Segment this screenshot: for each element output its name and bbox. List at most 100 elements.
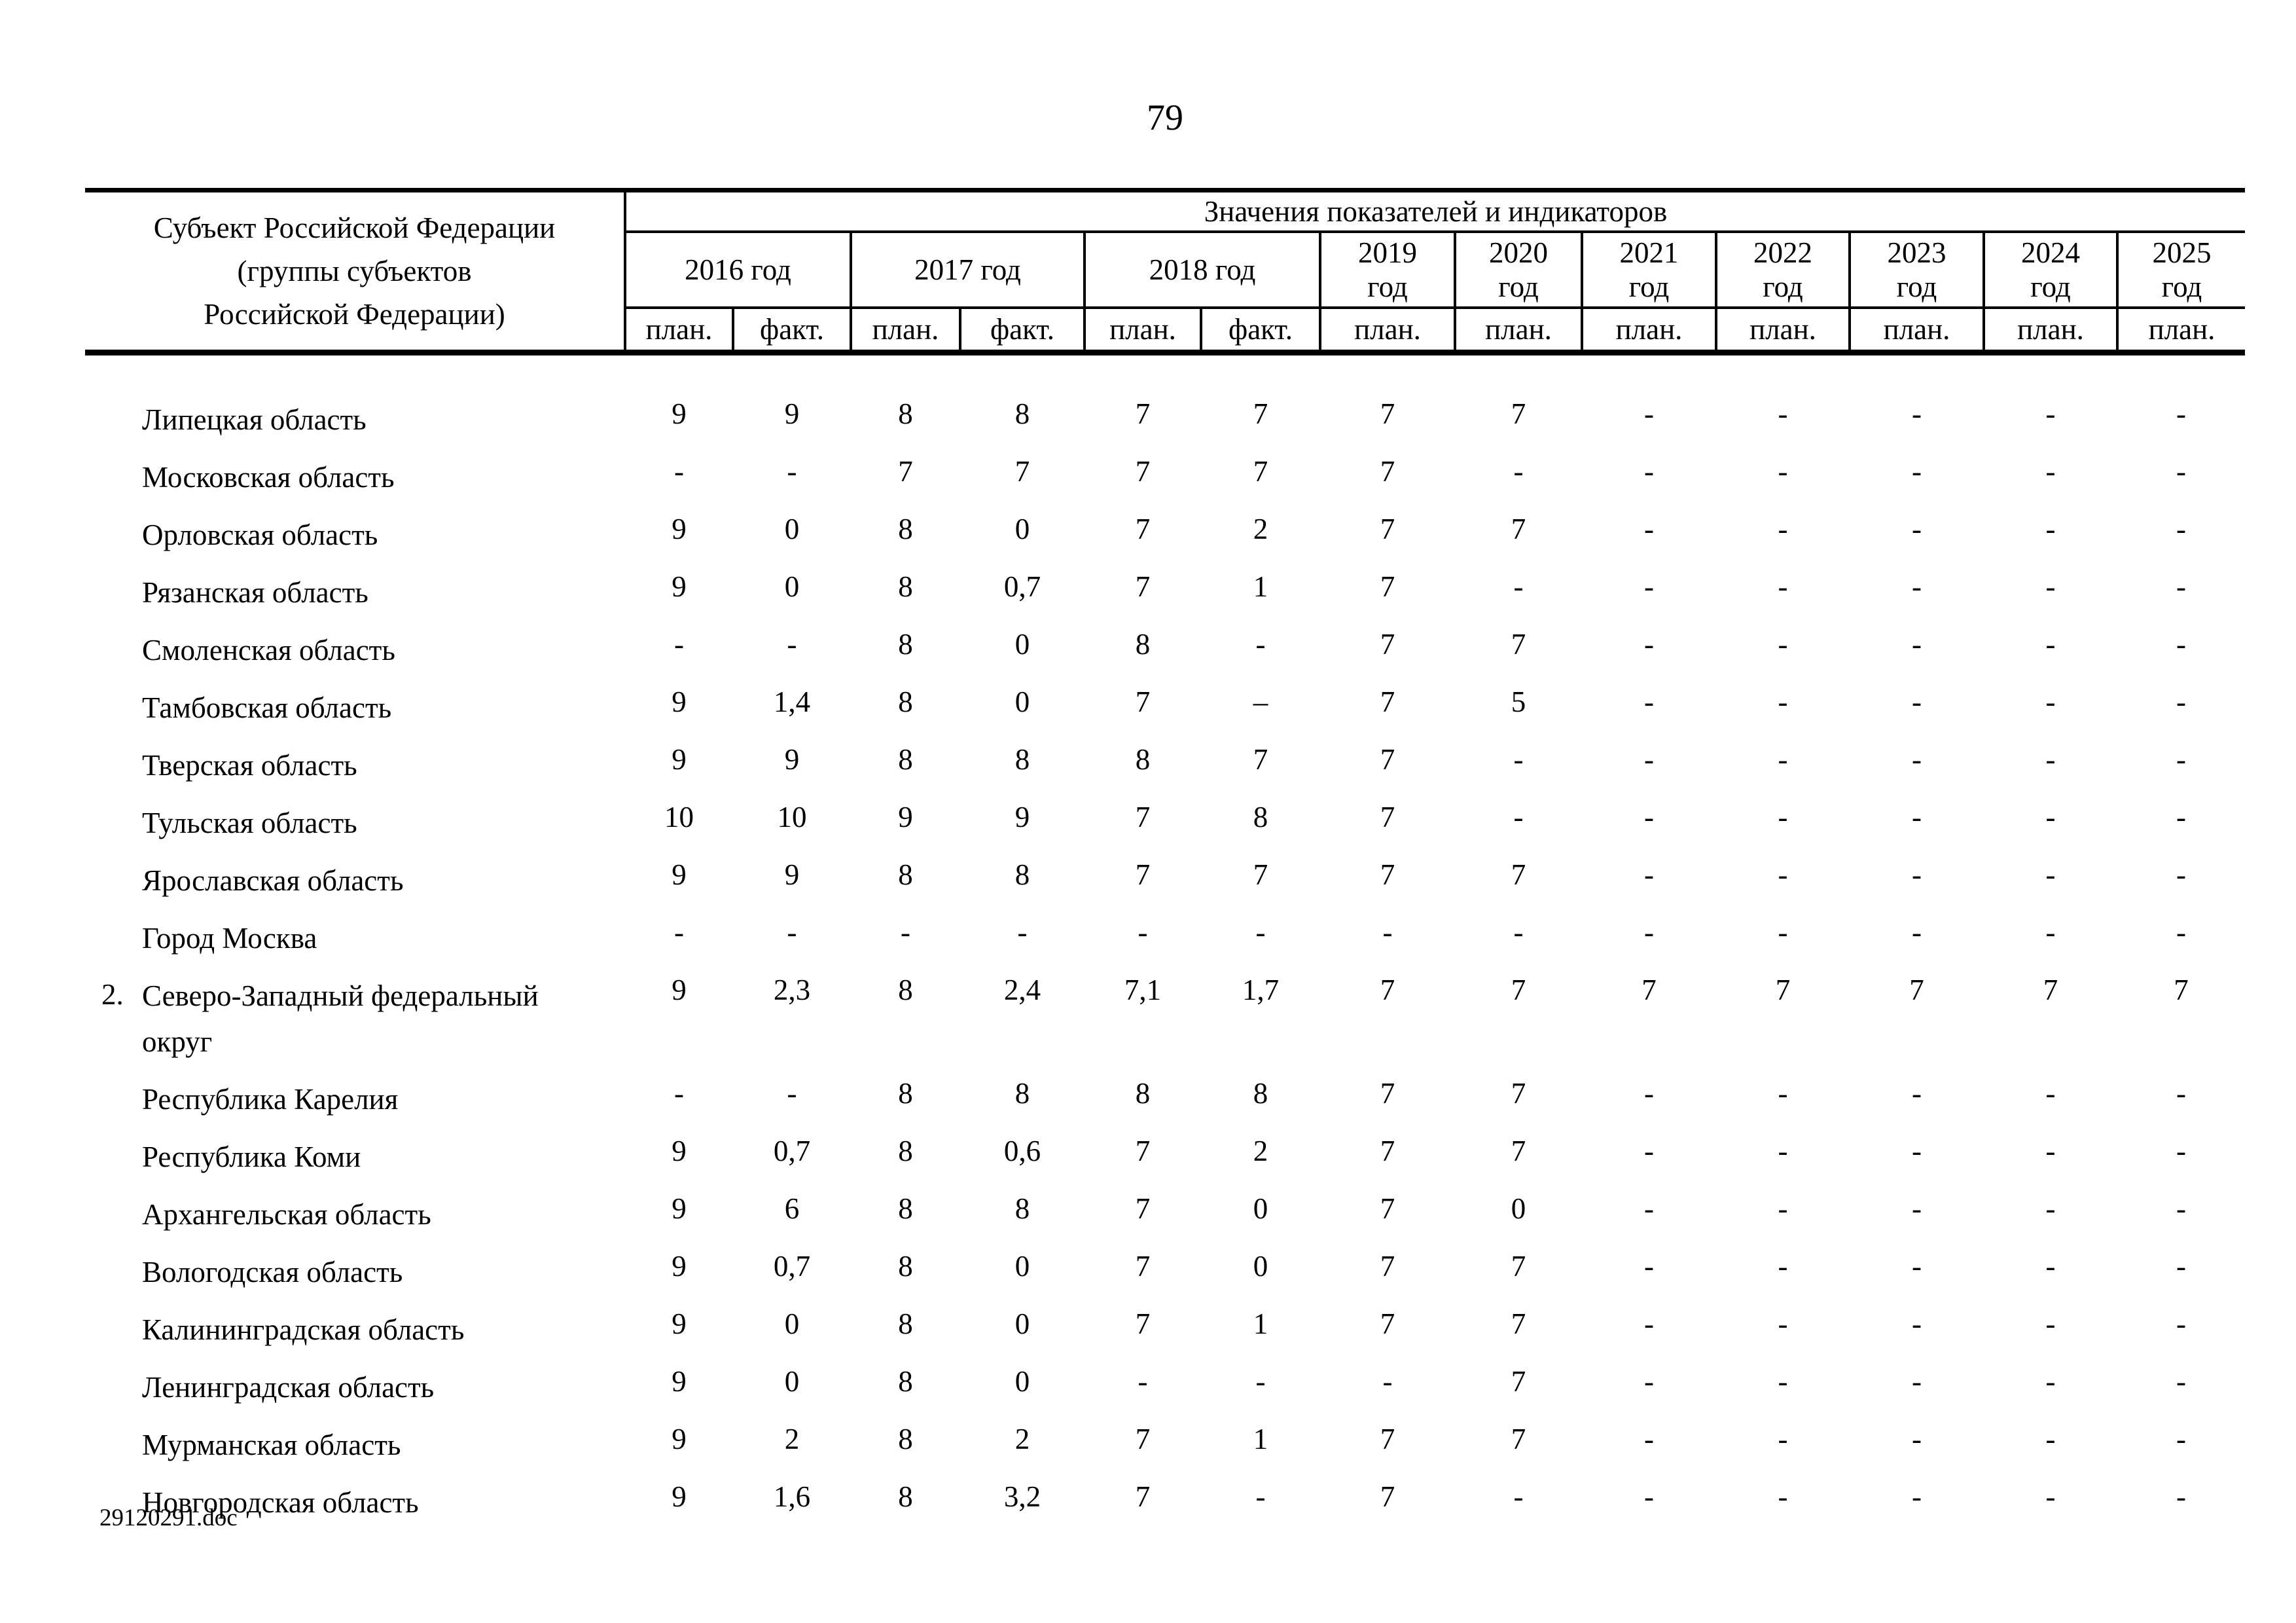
value-cell: - [1912, 1250, 1922, 1283]
value-cell: 9 [672, 743, 687, 776]
value-cell: - [1778, 1250, 1788, 1283]
value-cell: 0 [784, 1365, 800, 1398]
value-cell: 9 [672, 1135, 687, 1167]
value-cell: 7 [1511, 628, 1526, 661]
value-cell: - [674, 916, 684, 949]
value-cell: - [1255, 1365, 1266, 1398]
value-cell: - [1778, 570, 1788, 603]
value-cell: - [1513, 743, 1524, 776]
value-cell: - [1912, 916, 1922, 949]
value-cell: 8 [898, 1077, 913, 1110]
region-cell: Ярославская область [85, 847, 625, 904]
value-cell: 0 [1014, 1307, 1030, 1340]
value-cell: - [1644, 455, 1654, 488]
value-cell: - [1255, 628, 1266, 661]
value-cell: 8 [898, 570, 913, 603]
value-cell: 8 [898, 1192, 913, 1225]
spacer-row [85, 353, 2245, 386]
value-cell: 7 [1253, 455, 1268, 488]
value-cell: 10 [664, 801, 694, 833]
value-cell: - [2176, 685, 2186, 718]
table-row: Ярославская область 9 9 8 8 7 7 7 7 - - - - - [85, 847, 2245, 904]
value-cell: - [1644, 1077, 1654, 1110]
value-cell: - [1644, 513, 1654, 545]
value-cell: 0 [1014, 1250, 1030, 1283]
value-cell: 7 [1135, 570, 1151, 603]
value-cell: 8 [1014, 1077, 1030, 1110]
value-cell: 0 [784, 513, 800, 545]
region-cell: Тверская область [85, 731, 625, 789]
value-cell: 1 [1253, 570, 1268, 603]
value-cell: 7 [1014, 455, 1030, 488]
value-cell: - [1912, 801, 1922, 833]
value-cell: - [2176, 1365, 2186, 1398]
value-cell: 7 [1380, 628, 1395, 661]
value-cell: - [2045, 1480, 2056, 1513]
value-cell: - [2045, 1192, 2056, 1225]
table-row: Тверская область 9 9 8 8 8 7 7 - - - - - - [85, 731, 2245, 789]
value-cell: - [1644, 1423, 1654, 1455]
region-cell: Архангельская область [85, 1180, 625, 1238]
value-cell: 0,7 [773, 1250, 811, 1283]
value-cell: – [1253, 685, 1268, 718]
region-cell: Город Москва [85, 904, 625, 962]
value-cell: - [1644, 916, 1654, 949]
value-cell: 7 [1380, 685, 1395, 718]
value-cell: - [1912, 1135, 1922, 1167]
region-cell: Липецкая область [85, 386, 625, 443]
value-cell: - [1778, 1077, 1788, 1110]
value-cell: 7 [1380, 1192, 1395, 1225]
table-row: Вологодская область 9 0,7 8 0 7 0 7 7 - - - - - [85, 1238, 2245, 1296]
value-cell: 7 [1135, 801, 1151, 833]
value-cell: - [2045, 1423, 2056, 1455]
value-cell: 7 [1909, 974, 1924, 1006]
value-cell: - [2176, 570, 2186, 603]
value-cell: - [1912, 1423, 1922, 1455]
value-cell: - [1912, 1365, 1922, 1398]
value-cell: - [1778, 1307, 1788, 1340]
value-cell: 0 [1253, 1250, 1268, 1283]
value-cell: - [1644, 685, 1654, 718]
subject-header-line1: Субъект Российской Федерации [153, 211, 556, 244]
region-cell: Орловская область [85, 501, 625, 558]
value-cell: 2,4 [1003, 974, 1041, 1006]
table-row: Новгородская область 9 1,6 8 3,2 7 - 7 - - - - - - [85, 1468, 2245, 1526]
value-cell: 7 [1511, 1250, 1526, 1283]
value-cell: 7 [2174, 974, 2189, 1006]
value-cell: 8 [898, 1135, 913, 1167]
region-name: Ленинградская область [142, 1371, 435, 1404]
value-cell: - [2045, 570, 2056, 603]
value-cell: - [2045, 916, 2056, 949]
value-cell: 9 [672, 974, 687, 1006]
value-cell: 7 [1135, 455, 1151, 488]
plan-fact-header: план. [624, 306, 734, 356]
table-row: Рязанская область 9 0 8 0,7 7 1 7 - - - - - - [85, 558, 2245, 616]
value-cell: - [2176, 1307, 2186, 1340]
value-cell: 0 [784, 1307, 800, 1340]
table-row: Смоленская область - - 8 0 8 - 7 7 - - - - - [85, 616, 2245, 674]
value-cell: 7 [898, 455, 913, 488]
value-cell: - [1778, 1365, 1788, 1398]
value-cell: 8 [898, 858, 913, 891]
year-header: 2025 год [2115, 230, 2246, 309]
value-cell: 7 [1380, 1250, 1395, 1283]
value-cell: - [1778, 685, 1788, 718]
value-cell: 0 [1014, 513, 1030, 545]
value-cell: - [2045, 513, 2056, 545]
value-cell: 7 [1511, 1077, 1526, 1110]
table-row: Республика Коми 9 0,7 8 0,6 7 2 7 7 - - - - - [85, 1123, 2245, 1180]
region-cell: Ленинградская область [85, 1353, 625, 1411]
value-cell: 7 [1511, 1307, 1526, 1340]
value-cell: 7 [1135, 1135, 1151, 1167]
value-cell: 8 [1253, 801, 1268, 833]
value-cell: 7 [1135, 1307, 1151, 1340]
plan-fact-header: план. [1454, 306, 1583, 356]
value-cell: 9 [784, 397, 800, 430]
value-cell: 7 [1135, 1250, 1151, 1283]
document-filename: 29120291.doc [99, 1504, 238, 1531]
value-cell: - [1912, 397, 1922, 430]
value-cell: 7 [1135, 685, 1151, 718]
page-number: 79 [1147, 98, 1183, 138]
value-cell: - [1644, 570, 1654, 603]
value-cell: - [2176, 1077, 2186, 1110]
